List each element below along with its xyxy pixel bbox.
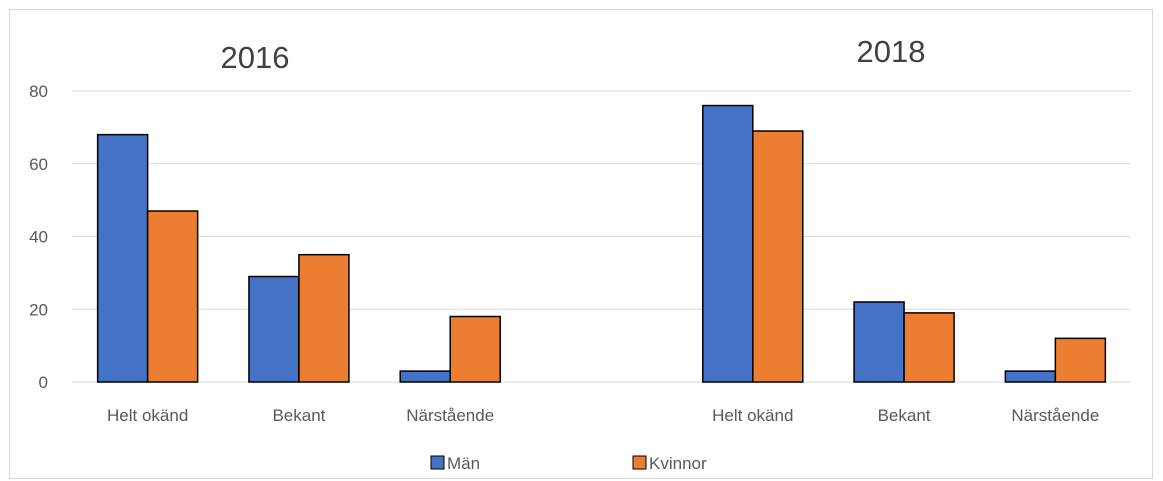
y-tick-label: 0 <box>39 373 48 392</box>
bar-kvinnor <box>752 130 804 383</box>
gridlines <box>72 90 1131 383</box>
legend-label-kvinnor: Kvinnor <box>649 454 707 473</box>
y-axis-ticks: 0 20 40 60 80 <box>29 82 48 392</box>
x-category-label: Närstående <box>1011 406 1099 425</box>
x-category-label: Helt okänd <box>107 406 188 425</box>
x-category-label: Närstående <box>406 406 494 425</box>
bar-man <box>702 104 754 383</box>
y-tick-label: 40 <box>29 228 48 247</box>
x-category-label: Bekant <box>272 406 325 425</box>
bar-man <box>399 370 451 383</box>
panel-title-2016: 2016 <box>221 40 290 75</box>
bar-kvinnor <box>1054 337 1107 383</box>
bar-kvinnor <box>903 312 955 383</box>
bar-kvinnor <box>146 210 199 383</box>
bar-kvinnor <box>449 315 501 383</box>
bar-kvinnor <box>298 253 350 383</box>
legend-label-man: Män <box>447 454 480 473</box>
bars <box>96 104 1107 383</box>
x-category-label: Helt okänd <box>712 406 793 425</box>
bar-man <box>248 275 300 383</box>
y-tick-label: 80 <box>29 82 48 101</box>
panel-title-2018: 2018 <box>857 34 926 69</box>
chart-frame <box>9 9 1153 479</box>
y-tick-label: 20 <box>29 300 48 319</box>
x-category-label: Bekant <box>878 406 931 425</box>
legend: Män Kvinnor <box>430 454 707 473</box>
legend-swatch-kvinnor <box>632 455 647 470</box>
x-axis-labels: Helt okänd Bekant Närstående Helt okänd Beka… <box>107 406 1099 425</box>
y-tick-label: 60 <box>29 155 48 174</box>
legend-swatch-man <box>430 455 445 470</box>
bar-man <box>1004 370 1057 383</box>
bar-man <box>853 301 905 383</box>
bar-man <box>96 133 149 383</box>
